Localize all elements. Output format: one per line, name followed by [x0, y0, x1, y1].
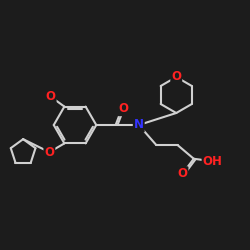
Text: O: O [46, 90, 56, 103]
Text: O: O [171, 70, 181, 84]
Text: OH: OH [202, 155, 222, 168]
Text: O: O [119, 102, 129, 115]
Text: O: O [178, 167, 188, 180]
Text: N: N [134, 118, 144, 132]
Text: O: O [44, 146, 54, 159]
